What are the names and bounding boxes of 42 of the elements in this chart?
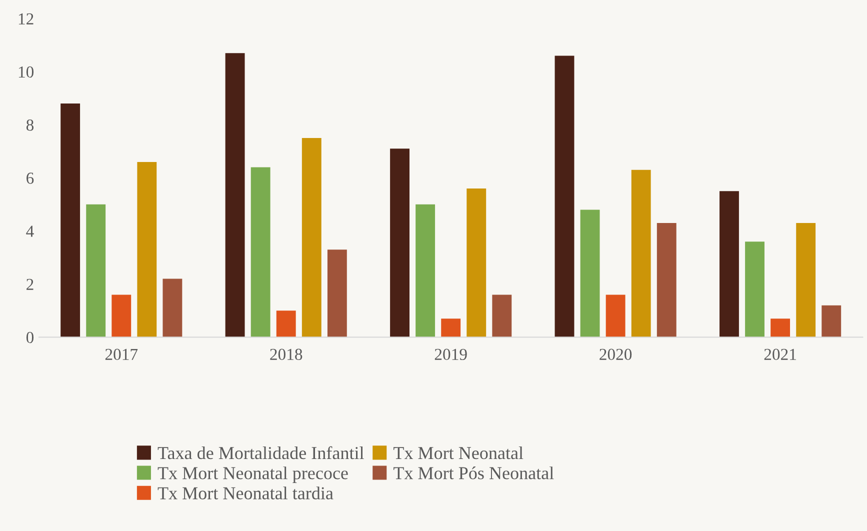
y-tick-label: 4 <box>26 226 34 237</box>
x-tick-label: 2021 <box>764 348 796 360</box>
y-tick-label: 10 <box>18 66 34 78</box>
bar <box>492 294 512 338</box>
legend-label: Tx Mort Neonatal <box>394 446 524 460</box>
bar <box>416 204 436 338</box>
bar <box>606 294 626 338</box>
bar <box>302 138 322 338</box>
legend-label: Tx Mort Neonatal precoce <box>158 466 348 483</box>
bar <box>554 56 574 338</box>
x-tick-label: 2017 <box>105 348 138 360</box>
bar <box>137 162 157 338</box>
bar <box>466 188 486 338</box>
legend-label: Taxa de Mortalidade Infantil <box>158 446 364 460</box>
bar <box>822 305 842 338</box>
bar <box>631 170 651 338</box>
y-tick-label: 8 <box>26 119 34 131</box>
bar <box>276 310 296 338</box>
bar <box>796 223 816 338</box>
bar <box>327 250 347 338</box>
bar <box>656 223 676 338</box>
bar <box>112 294 132 338</box>
legend-label: Tx Mort Neonatal tardia <box>158 486 334 500</box>
bar <box>745 242 764 338</box>
bar <box>60 104 80 338</box>
bar <box>390 148 410 338</box>
bar <box>162 278 182 338</box>
legend-label: Tx Mort Pós Neonatal <box>394 466 554 480</box>
bar <box>580 210 600 338</box>
bar <box>720 191 739 338</box>
y-tick-label: 2 <box>26 278 34 290</box>
bar <box>441 318 461 338</box>
y-tick-label: 6 <box>26 172 34 184</box>
x-tick-label: 2020 <box>600 348 632 360</box>
bar <box>770 318 790 338</box>
bar <box>250 167 270 338</box>
y-tick-label: 12 <box>18 13 34 24</box>
bar <box>225 53 245 338</box>
y-tick-label: 0 <box>26 332 34 344</box>
bar <box>86 204 106 338</box>
x-tick-label: 2018 <box>270 348 302 360</box>
x-tick-label: 2019 <box>434 348 467 360</box>
